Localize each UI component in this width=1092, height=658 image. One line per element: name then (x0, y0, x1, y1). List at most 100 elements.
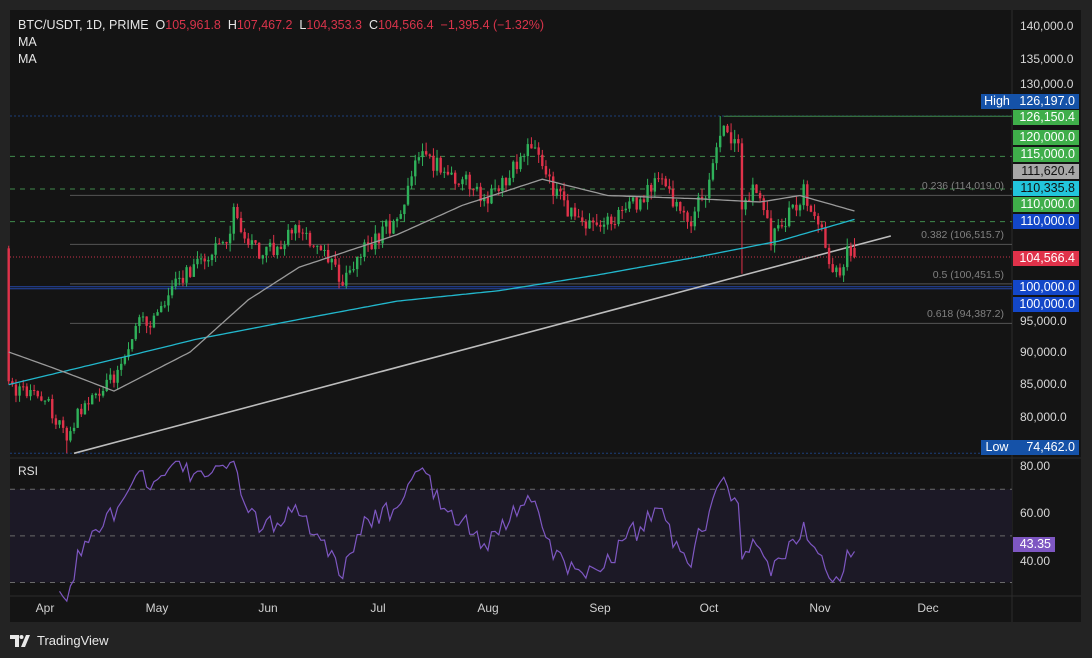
candle-body (493, 188, 497, 190)
candle-body (432, 155, 435, 171)
candle-body (337, 264, 341, 282)
candle-body (388, 220, 392, 234)
rsi-title[interactable]: RSI (18, 464, 39, 478)
price-level-tag: 120,000.0 (1013, 130, 1079, 145)
candle-body (501, 177, 504, 192)
candle-body (272, 242, 275, 256)
candle-body (421, 151, 424, 158)
candle-body (261, 255, 264, 259)
price-level-tag: 115,000.0 (1013, 147, 1079, 162)
candle-body (552, 176, 555, 196)
candle-body (780, 225, 784, 227)
candle-body (363, 242, 366, 258)
candle-body (58, 420, 61, 425)
candle-body (196, 258, 199, 265)
low-label: L (299, 18, 307, 32)
tradingview-logo[interactable]: TradingView (10, 633, 109, 648)
fib-level-label: 0.236 (114,019.0) (921, 180, 1004, 193)
candle-body (740, 143, 744, 210)
candle-body (497, 188, 500, 192)
ma-slow-line (8, 218, 855, 386)
candle-body (297, 225, 301, 233)
candle-body (385, 220, 388, 227)
candle-body (29, 390, 32, 397)
candle-body (345, 272, 348, 286)
candle-body (755, 184, 758, 194)
rsi-line (58, 460, 856, 603)
candle-body (802, 184, 805, 206)
candle-body (479, 186, 482, 202)
candle-body (170, 286, 174, 296)
candle-body (76, 408, 79, 428)
candle-body (283, 244, 286, 250)
candle-body (646, 184, 649, 203)
candle-body (591, 220, 595, 223)
candle-body (265, 246, 268, 256)
candle-body (294, 225, 297, 234)
price-level-tag: 111,620.4 (1013, 164, 1079, 179)
candle-body (54, 418, 58, 425)
candle-body (236, 206, 239, 219)
candle-body (218, 243, 221, 245)
candle-body (355, 257, 359, 270)
candle-body (446, 171, 450, 175)
candle-body (584, 221, 588, 229)
candle-body (406, 185, 410, 205)
candle-body (573, 207, 577, 217)
candle-body (650, 184, 653, 192)
candle-body (178, 277, 181, 279)
candle-body (123, 357, 127, 364)
candle-body (98, 393, 101, 396)
candle-body (668, 186, 671, 189)
price-level-tag: 100,000.0 (1013, 280, 1079, 295)
candle-body (7, 248, 10, 382)
candle-body (599, 224, 602, 227)
symbol-label[interactable]: BTC/USDT, 1D, PRIME (18, 18, 149, 32)
candle-body (457, 183, 461, 185)
candle-body (134, 326, 137, 340)
candle-body (682, 210, 686, 213)
candle-body (428, 154, 431, 156)
candle-body (853, 247, 856, 258)
candle-body (522, 156, 526, 158)
candle-body (733, 139, 736, 144)
candle-body (370, 244, 373, 250)
candle-body (323, 249, 326, 251)
rsi-tick: 40.00 (1020, 554, 1051, 568)
candle-body (635, 197, 638, 210)
candle-body (32, 390, 36, 392)
candle-body (203, 258, 206, 262)
candle-body (773, 228, 776, 246)
candle-body (116, 369, 119, 383)
candle-body (617, 209, 620, 225)
high-label: High (981, 94, 1013, 109)
candle-body (519, 156, 522, 170)
candle-body (330, 258, 333, 263)
candle-body (254, 240, 257, 243)
candle-body (138, 317, 141, 327)
candle-body (846, 246, 849, 268)
candle-body (377, 233, 381, 244)
candle-body (199, 258, 203, 260)
candle-body (472, 189, 475, 191)
candle-body (112, 374, 116, 383)
candle-body (620, 209, 624, 211)
rsi-tick: 80.00 (1020, 459, 1051, 473)
price-level-tag: 110,335.8 (1013, 181, 1079, 196)
fib-level-label: 0.5 (100,451.5) (932, 268, 1004, 281)
candle-body (127, 349, 130, 358)
candle-body (642, 199, 646, 203)
candle-body (824, 227, 827, 248)
ma-indicator-2[interactable]: MA (18, 52, 37, 66)
ma-indicator-1[interactable]: MA (18, 35, 37, 49)
brand-name: TradingView (37, 633, 109, 648)
candle-body (631, 197, 635, 202)
candle-body (806, 184, 809, 206)
candle-body (726, 125, 729, 133)
candle-body (541, 154, 544, 167)
candle-body (784, 226, 787, 228)
candle-body (410, 176, 413, 186)
candle-body (827, 247, 831, 265)
candle-body (90, 395, 94, 405)
